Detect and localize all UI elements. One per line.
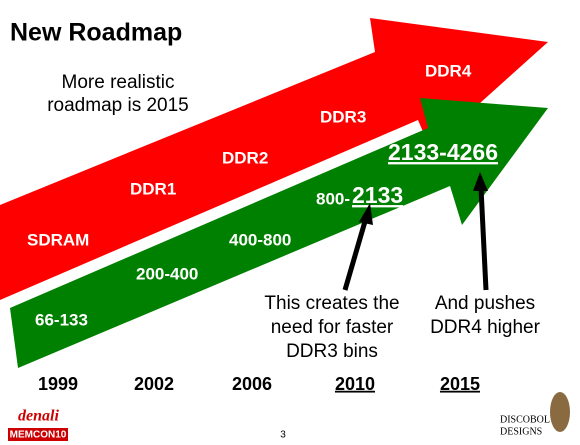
- logo-right: DISCOBOLUS: [500, 414, 563, 425]
- year: 2010: [335, 374, 375, 394]
- note-line: roadmap is 2015: [47, 95, 189, 116]
- page-number: 3: [280, 430, 286, 441]
- year: 2015: [440, 374, 480, 394]
- annotation: need for faster: [271, 317, 394, 338]
- pointer-head: [359, 203, 373, 225]
- pointer: [342, 217, 369, 291]
- year: 1999: [38, 374, 78, 394]
- arrow-label: 400-800: [229, 230, 291, 249]
- arrow-head-label: 2133-4266: [388, 139, 498, 165]
- annotation: This creates the: [264, 293, 399, 314]
- title: New Roadmap: [10, 19, 182, 47]
- annotation: DDR4 higher: [430, 317, 540, 338]
- arrow-label: 66-133: [35, 310, 88, 329]
- note-line: More realistic: [62, 72, 175, 93]
- year: 2006: [232, 374, 272, 394]
- red-arrow: [0, 18, 548, 300]
- arrow-label: DDR3: [320, 107, 366, 126]
- arrow-label-highlight: 2133: [352, 182, 403, 208]
- logo-left: denali: [18, 408, 59, 425]
- statue-icon: [550, 392, 570, 432]
- year: 2002: [134, 374, 174, 394]
- pointer: [478, 187, 489, 291]
- annotation: DDR3 bins: [286, 341, 378, 362]
- green-arrow: [10, 98, 548, 368]
- pointer-head: [473, 172, 488, 191]
- logo-right: DESIGNS: [500, 426, 542, 437]
- arrow-label: 200-400: [136, 264, 198, 283]
- arrow-label: DDR1: [130, 179, 176, 198]
- arrow-label: DDR4: [425, 61, 472, 80]
- arrow-label: 800-: [316, 189, 350, 208]
- annotation: And pushes: [435, 293, 535, 314]
- logo-badge: MEMCON10: [10, 430, 67, 441]
- arrow-label: DDR2: [222, 148, 268, 167]
- badge: [8, 428, 68, 441]
- arrow-label: SDRAM: [27, 230, 89, 249]
